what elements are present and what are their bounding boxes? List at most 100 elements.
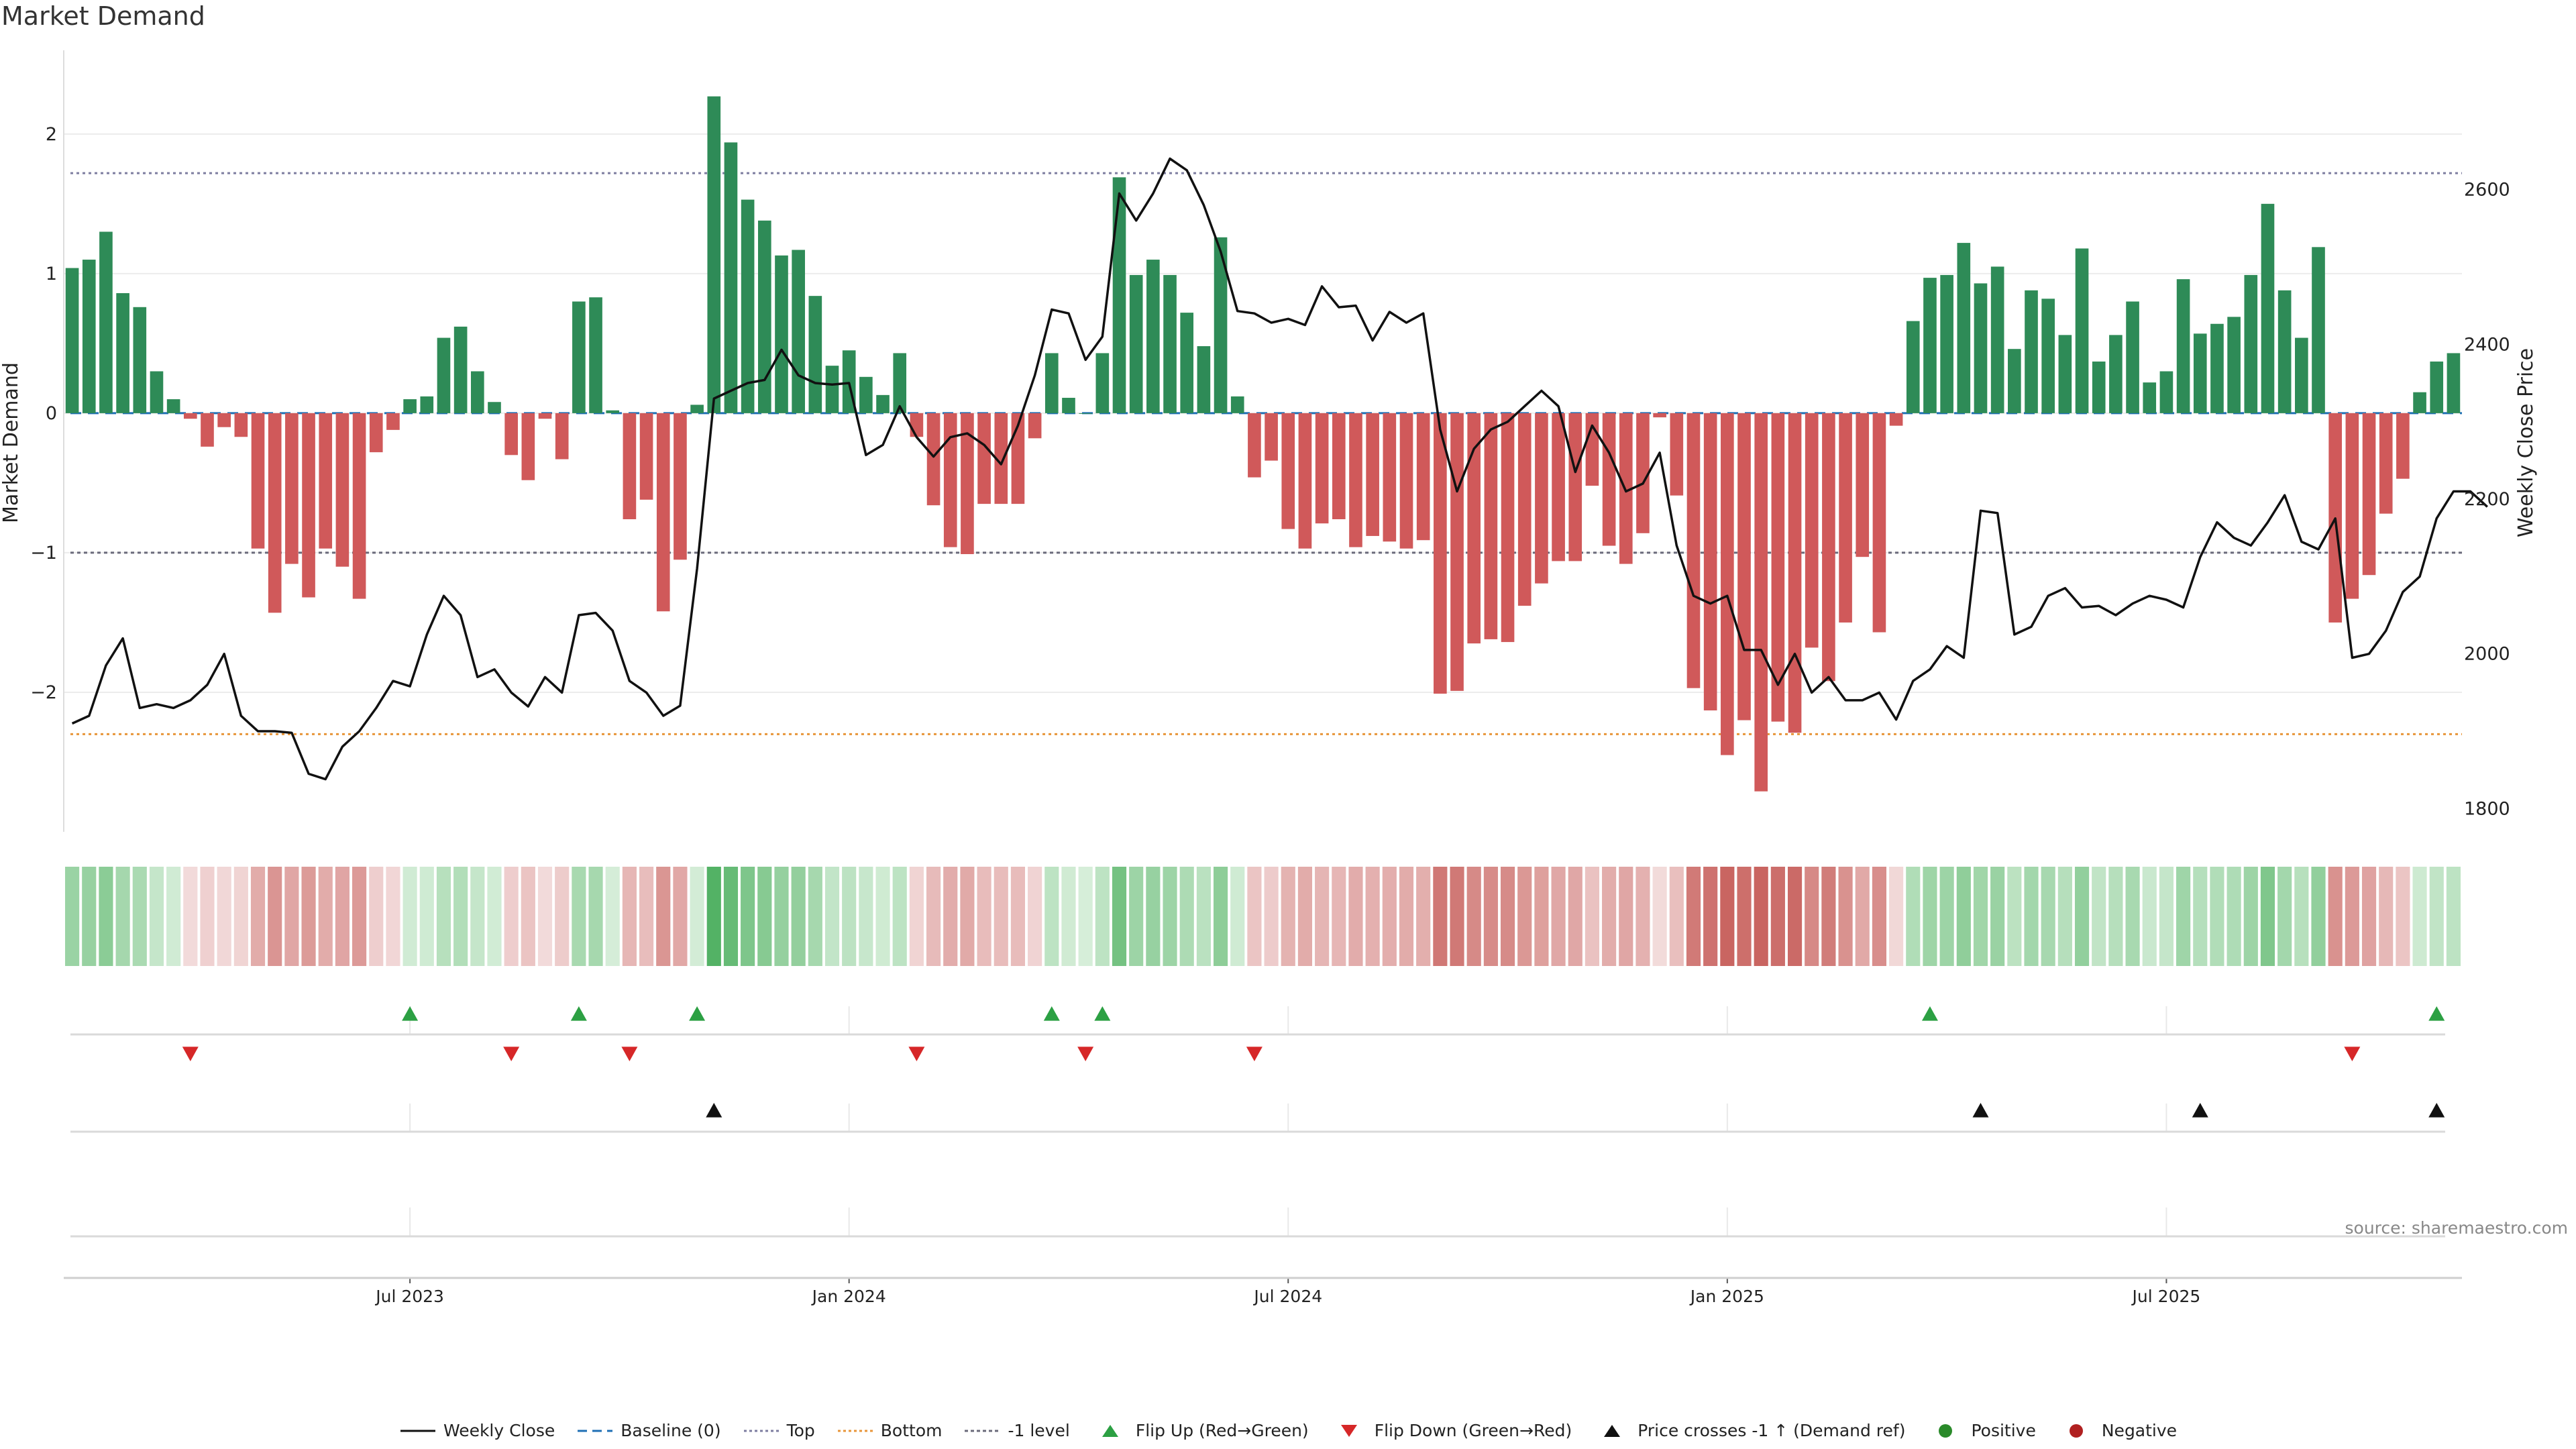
left-tick-label: 0 [46,403,57,424]
demand-bar [1079,413,1092,414]
demand-bar [1568,413,1582,561]
demand-bar [1281,413,1295,529]
heat-cell [1297,867,1313,966]
demand-bar [623,413,637,519]
demand-bar [1990,266,2004,413]
heat-cell [926,867,941,966]
flip-down-marker [2344,1046,2361,1061]
heat-cell [2260,867,2275,966]
legend-item: Flip Up (Red→Green) [1091,1421,1309,1440]
demand-bar [2025,290,2038,413]
demand-bar [1028,413,1042,439]
demand-bar [724,142,738,413]
heat-cell [1416,867,1431,966]
demand-bars [65,96,2461,792]
heat-cell [2412,867,2427,966]
demand-bar [1163,274,1177,413]
demand-bar [1856,413,1870,557]
demand-bar [2277,290,2292,413]
gridlines [64,133,2462,1238]
heat-cell [1365,867,1380,966]
legend-label: Baseline (0) [621,1421,721,1440]
heat-cell [1500,867,1515,966]
heat-cell [1973,867,1988,966]
demand-bar [1265,413,1278,461]
demand-bar [977,413,991,504]
heat-cell [1348,867,1363,966]
heat-cell [82,867,97,966]
heat-cell [1044,867,1059,966]
demand-bar [1349,413,1362,547]
x-tick-label: Jul 2025 [2131,1287,2201,1306]
demand-bar [690,405,704,413]
legend-swatch [1102,1424,1118,1437]
heat-cell [1906,867,1921,966]
heat-cell [2041,867,2055,966]
chart-title: Market Demand [1,1,205,31]
demand-bar [1872,413,1886,633]
demand-bar [1636,413,1650,533]
heat-cell [1315,867,1330,966]
heat-cell [1635,867,1650,966]
legend-item: Flip Down (Green→Red) [1330,1421,1572,1440]
signal-markers [182,1006,2445,1118]
demand-bar [876,394,890,413]
legend-label: -1 level [1008,1421,1070,1440]
heat-cell [622,867,637,966]
demand-bar [792,250,805,413]
heat-cell [1703,867,1718,966]
demand-bar [1450,413,1464,691]
heat-cell [1585,867,1600,966]
heat-cell [2159,867,2174,966]
heat-cell [2243,867,2258,966]
heat-cell [419,867,434,966]
demand-bar [1214,237,1228,413]
heat-cell [1956,867,1971,966]
heat-cell [1028,867,1042,966]
demand-bar [2159,371,2174,413]
flip-up-marker [689,1006,706,1021]
demand-bar [606,410,620,413]
legend-label: Flip Up (Red→Green) [1135,1421,1309,1440]
demand-bar [369,413,383,453]
demand-bar [1112,177,1126,413]
demand-bar [65,268,79,413]
heat-cell [1787,867,1803,966]
x-tick-label: Jan 2024 [811,1287,886,1306]
heat-cell [1281,867,1295,966]
heat-cell [673,867,688,966]
demand-bar [1044,353,1059,413]
legend-item: Top [743,1421,815,1440]
flip-down-marker [1077,1046,1094,1061]
demand-bar [2041,299,2055,413]
heat-cell [588,867,603,966]
demand-bar [1602,413,1616,546]
y-axis-label-left: Market Demand [0,362,23,523]
demand-bar [825,366,839,413]
demand-bar [82,260,96,413]
heat-cell [402,867,417,966]
heat-cell [977,867,991,966]
demand-bar [2092,361,2106,413]
heat-cell [318,867,333,966]
heat-cell [1889,867,1904,966]
heat-cell [132,867,147,966]
legend-item: Weekly Close [399,1421,555,1440]
flip-down-marker [182,1046,199,1061]
price-cross-marker [2428,1103,2445,1118]
heat-cell [1483,867,1498,966]
left-tick-label: 1 [46,264,57,284]
demand-bar [1721,413,1734,755]
legend-item: Bottom [837,1421,942,1440]
demand-bar [1062,398,1075,413]
legend-swatch [578,1430,613,1432]
flip-up-marker [1043,1006,1060,1021]
heat-cell [960,867,975,966]
flip-up-marker [2428,1006,2445,1021]
legend-swatch [743,1430,779,1432]
heat-cell [1923,867,1937,966]
heat-cell [1382,867,1397,966]
demand-bar [234,413,248,437]
demand-bar [656,413,670,612]
heat-cell [1990,867,2005,966]
